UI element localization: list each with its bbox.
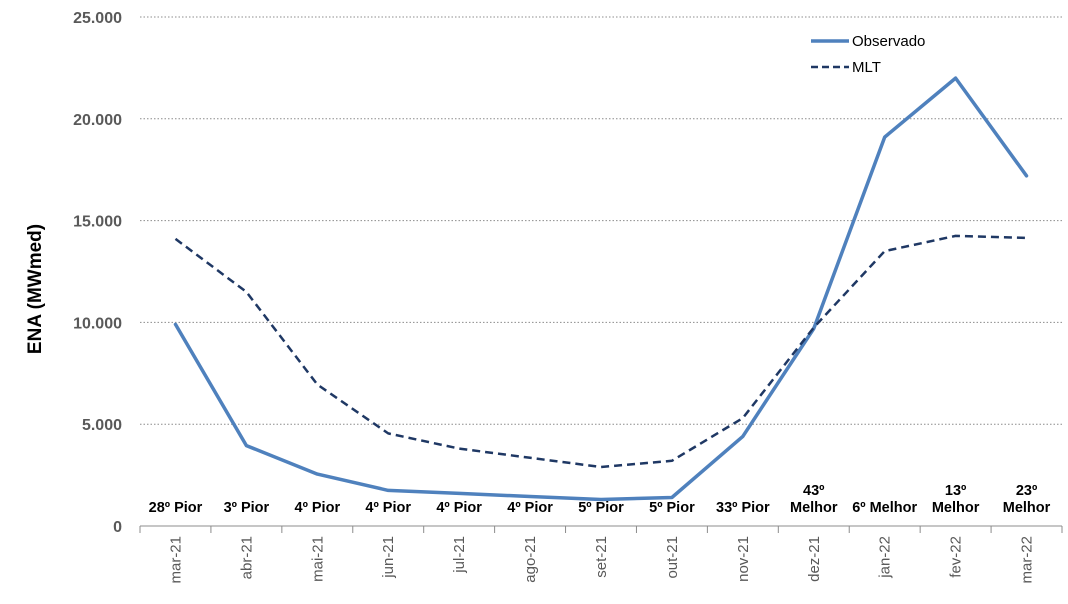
rank-annotation: 3º Pior [224,500,270,516]
rank-annotation: 4º Pior [507,500,553,516]
rank-annotation: 33º Pior [716,500,770,516]
x-tick-label: set-21 [593,536,610,578]
y-axis-title: ENA (MWmed) [25,224,46,354]
y-tick-label: 5.000 [82,417,122,434]
y-tick-label: 0 [113,519,122,536]
rank-annotation: 4º Pior [365,500,411,516]
legend: Observado MLT [811,33,925,76]
x-tick-label: abr-21 [238,536,255,579]
series-line-observado [173,76,1029,502]
y-tick-label: 25.000 [73,10,122,27]
axes [139,525,1063,533]
y-tick-label: 20.000 [73,112,122,129]
rank-annotation: Melhor [1003,500,1051,516]
rank-annotation: 43º [803,483,825,499]
rank-annotation: Melhor [790,500,838,516]
x-tick-label: nov-21 [735,536,752,582]
x-tick-label: jan-22 [877,536,894,579]
rank-annotation: 13º [945,483,967,499]
y-tick-label: 15.000 [73,214,122,231]
rank-annotation: 5º Pior [578,500,624,516]
legend-label: Observado [852,33,925,50]
rank-annotation: 6º Melhor [852,500,917,516]
y-tick-label: 10.000 [73,315,122,332]
y-tick-labels: 0 5.000 10.000 15.000 20.000 25.000 [73,10,122,536]
rank-annotation: 4º Pior [295,500,341,516]
gridlines [140,16,1062,425]
x-tick-label: jul-21 [451,536,468,574]
x-tick-label: fev-22 [948,536,965,578]
rank-annotation: 4º Pior [436,500,482,516]
legend-label: MLT [852,59,881,76]
x-tick-labels: mar-21 abr-21 mai-21 jun-21 jul-21 ago-21 set-… [167,536,1035,584]
rank-annotation: 28º Pior [149,500,203,516]
x-tick-label: mai-21 [309,536,326,582]
series-line-mlt [174,234,1027,469]
series-lines [173,76,1029,502]
x-tick-label: out-21 [664,536,681,579]
rank-annotation: Melhor [932,500,980,516]
x-tick-label: ago-21 [522,536,539,583]
x-tick-label: mar-21 [167,536,184,584]
rank-annotation: 5º Pior [649,500,695,516]
x-tick-label: jun-21 [380,536,397,579]
rank-annotations: 28º Pior 3º Pior 4º Pior 4º Pior 4º Pior 4º P… [149,483,1051,516]
x-tick-label: dez-21 [806,536,823,582]
rank-annotation: 23º [1016,483,1038,499]
x-tick-label: mar-22 [1019,536,1036,584]
